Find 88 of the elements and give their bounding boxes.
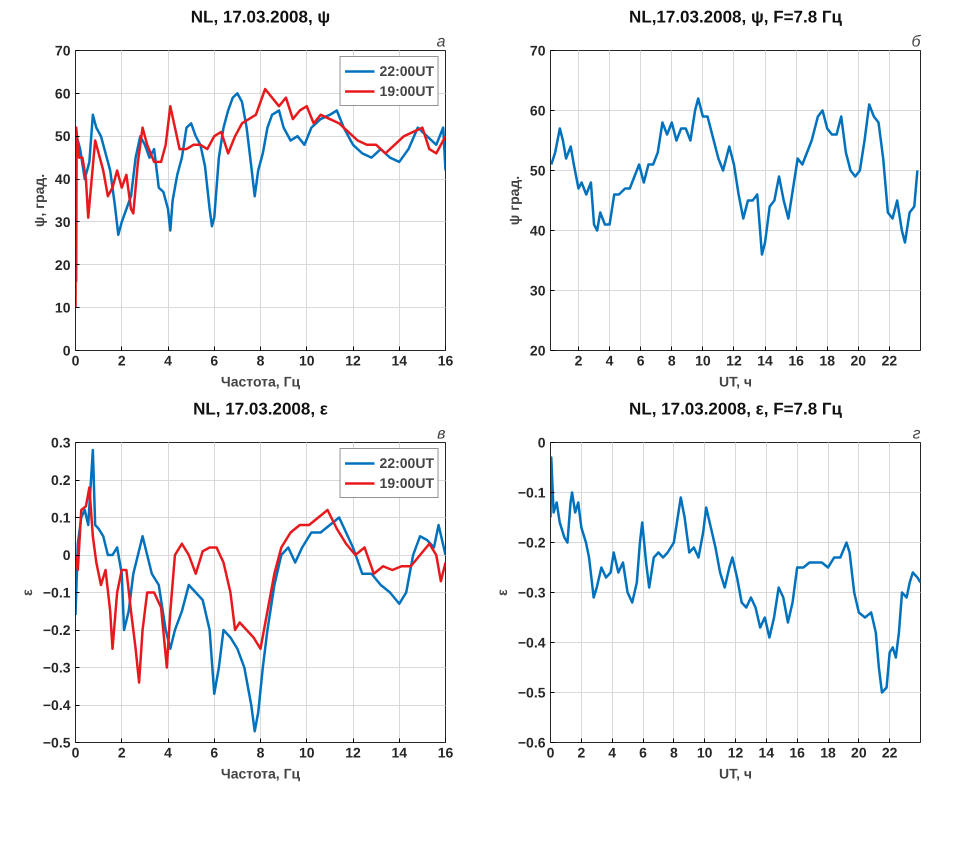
x-tick-label: 6: [210, 744, 218, 760]
x-tick-label: 14: [757, 352, 774, 368]
x-tick-label: 10: [695, 352, 711, 368]
y-tick-label: 30: [530, 282, 546, 298]
x-tick-label: 2: [118, 352, 126, 368]
legend-label: 22:00UT: [380, 63, 434, 79]
annotation: б: [912, 34, 922, 50]
chart-title: NL, 17.03.2008, ε, F=7.8 Гц: [629, 400, 843, 418]
y-tick-label: 0: [62, 547, 71, 563]
x-tick-label: 12: [345, 352, 361, 368]
x-tick-label: 4: [608, 744, 616, 760]
legend-label: 19:00UT: [380, 475, 434, 491]
x-tick-label: 12: [728, 744, 744, 760]
y-axis-title: ε: [494, 588, 510, 596]
x-tick-label: 14: [758, 744, 774, 760]
x-tick-label: 14: [391, 744, 408, 760]
x-tick-label: 8: [668, 352, 676, 368]
y-tick-label: 50: [54, 128, 71, 144]
x-tick-label: 20: [850, 352, 866, 368]
y-tick-label: 60: [54, 85, 71, 102]
x-axis-title: UT, ч: [718, 374, 752, 390]
y-axis-title: ψ, град.: [30, 174, 47, 228]
y-tick-label: 20: [530, 342, 546, 358]
y-tick-label: −0.3: [42, 660, 71, 676]
y-tick-label: −0.1: [42, 584, 71, 600]
y-tick-label: 40: [530, 222, 546, 238]
y-tick-label: 30: [54, 214, 71, 230]
x-tick-label: 20: [851, 744, 867, 760]
text: а: [436, 34, 446, 50]
x-tick-label: 6: [636, 352, 645, 368]
y-tick-label: 60: [530, 102, 546, 118]
x-tick-label: 8: [670, 744, 678, 760]
y-axis-title: ψ град.: [506, 176, 522, 226]
y-tick-label: −0.2: [42, 622, 71, 638]
x-tick-label: 14: [391, 352, 408, 368]
x-tick-label: 12: [726, 352, 742, 368]
x-tick-label: 16: [438, 744, 454, 760]
y-tick-label: −0.3: [518, 584, 546, 600]
chart-title: NL,17.03.2008, ψ, F=7.8 Гц: [629, 8, 843, 26]
y-tick-label: 70: [530, 42, 546, 58]
y-tick-label: 40: [54, 171, 71, 188]
y-tick-label: 10: [54, 300, 71, 316]
y-tick-label: −0.5: [518, 684, 546, 700]
y-tick-label: 20: [54, 256, 71, 273]
x-tick-label: 8: [256, 352, 265, 368]
y-tick-label: 50: [530, 162, 546, 178]
x-axis-title: Частота, Гц: [220, 766, 301, 782]
chart-title: NL, 17.03.2008, ε: [193, 400, 328, 418]
x-tick-label: 18: [819, 352, 836, 368]
x-tick-label: 22: [882, 352, 898, 368]
x-tick-label: 4: [606, 352, 614, 368]
x-tick-label: 4: [164, 352, 172, 368]
x-tick-label: 10: [298, 352, 315, 368]
y-tick-label: 0.1: [51, 510, 71, 526]
annotation: г: [912, 426, 921, 442]
y-tick-label: −0.1: [518, 484, 546, 500]
x-tick-label: 6: [210, 352, 218, 368]
x-tick-label: 6: [639, 744, 648, 760]
x-tick-label: 4: [164, 744, 172, 760]
y-tick-label: −0.2: [518, 534, 546, 550]
x-tick-label: 16: [789, 744, 806, 760]
x-tick-label: 2: [577, 744, 586, 760]
chart-title: NL, 17.03.2008, ψ: [190, 8, 330, 26]
x-tick-label: 8: [256, 744, 265, 760]
x-tick-label: 2: [574, 352, 583, 368]
y-tick-label: −0.6: [518, 734, 546, 750]
text: в: [437, 426, 446, 442]
y-axis-title: ε: [18, 588, 35, 596]
x-tick-label: 18: [820, 744, 836, 760]
y-tick-label: 0.3: [51, 434, 71, 450]
y-tick-label: 0.2: [51, 472, 71, 488]
y-tick-label: 70: [54, 42, 71, 58]
x-axis-title: UT, ч: [718, 766, 752, 782]
x-tick-label: 10: [696, 744, 713, 760]
y-tick-label: 0: [62, 342, 71, 358]
y-tick-label: −0.4: [42, 697, 71, 713]
x-tick-label: 16: [438, 352, 454, 368]
x-axis-title: Частота, Гц: [220, 374, 301, 390]
x-tick-label: 22: [882, 744, 898, 760]
x-tick-label: 10: [298, 744, 315, 760]
y-tick-label: −0.5: [42, 734, 71, 750]
y-tick-label: 0: [538, 434, 546, 450]
legend-label: 22:00UT: [380, 455, 434, 471]
y-tick-label: −0.4: [518, 634, 546, 650]
x-tick-label: 16: [788, 352, 804, 368]
x-tick-label: 2: [118, 744, 126, 760]
x-tick-label: 12: [345, 744, 361, 760]
legend-label: 19:00UT: [380, 83, 434, 99]
